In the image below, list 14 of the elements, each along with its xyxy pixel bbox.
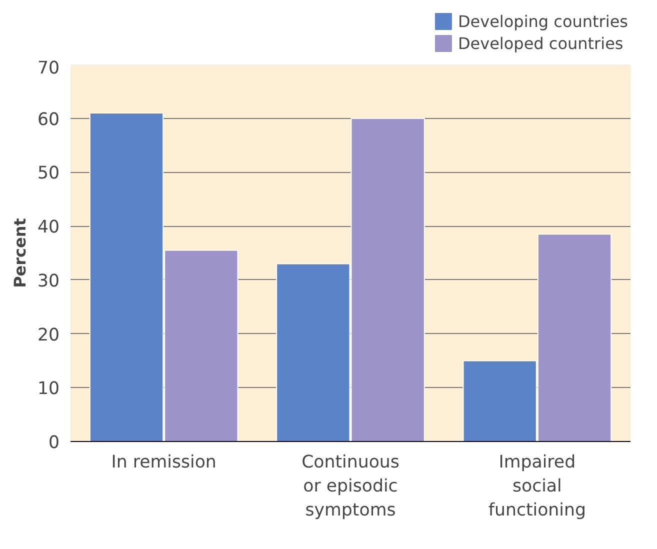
x-tick-label: Continuous or episodic symptoms	[302, 452, 400, 520]
y-tick-label: 50	[37, 164, 60, 184]
y-tick-label: 30	[37, 271, 60, 292]
legend-label: Developing countries	[458, 12, 628, 30]
y-tick-label: 40	[37, 218, 60, 238]
y-axis-title: Percent	[10, 218, 30, 288]
x-tick-label: Impaired social functioning	[488, 452, 586, 520]
y-tick-label: 60	[37, 110, 60, 130]
y-tick-label: 20	[37, 325, 60, 346]
legend-label: Developed countries	[458, 34, 624, 52]
x-tick-label: In remission	[111, 452, 216, 472]
y-tick-label: 0	[48, 433, 60, 453]
y-tick-label: 70	[37, 58, 60, 78]
y-tick-label: 10	[37, 379, 60, 400]
